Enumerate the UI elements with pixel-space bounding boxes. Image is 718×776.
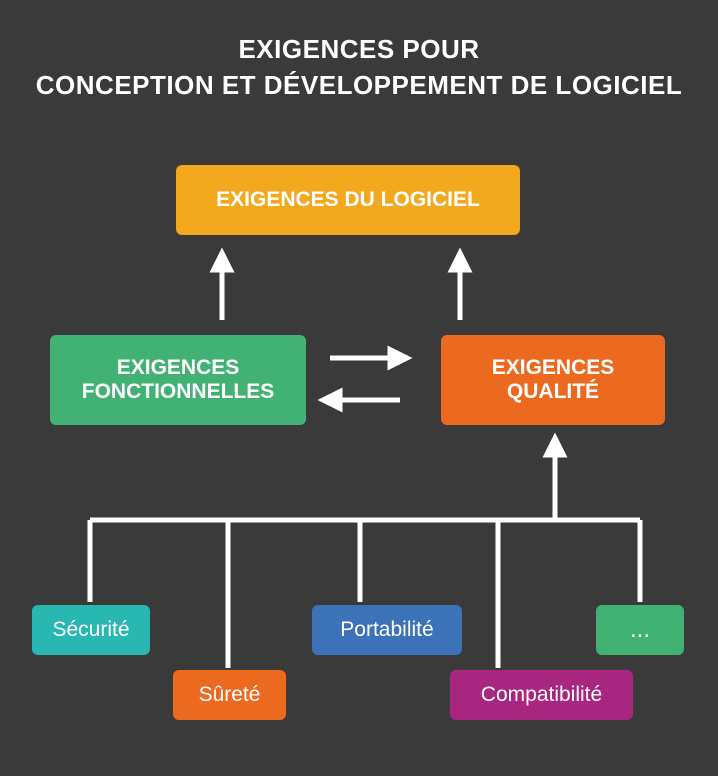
node-quality-requirements: EXIGENCES QUALITÉ: [441, 335, 665, 425]
node-quality-line2: QUALITÉ: [492, 380, 615, 404]
node-compatibility: Compatibilité: [450, 670, 633, 720]
node-safety: Sûreté: [173, 670, 286, 720]
node-functional-requirements: EXIGENCES FONCTIONNELLES: [50, 335, 306, 425]
node-software-requirements: EXIGENCES DU LOGICIEL: [176, 165, 520, 235]
page-title-line1: EXIGENCES POUR: [0, 34, 718, 65]
node-functional-line2: FONCTIONNELLES: [82, 380, 275, 404]
node-functional-line1: EXIGENCES: [82, 356, 275, 380]
node-quality-line1: EXIGENCES: [492, 356, 615, 380]
node-security: Sécurité: [32, 605, 150, 655]
node-more: ...: [596, 605, 684, 655]
page-title-line2: CONCEPTION ET DÉVELOPPEMENT DE LOGICIEL: [0, 70, 718, 101]
node-portability: Portabilité: [312, 605, 462, 655]
